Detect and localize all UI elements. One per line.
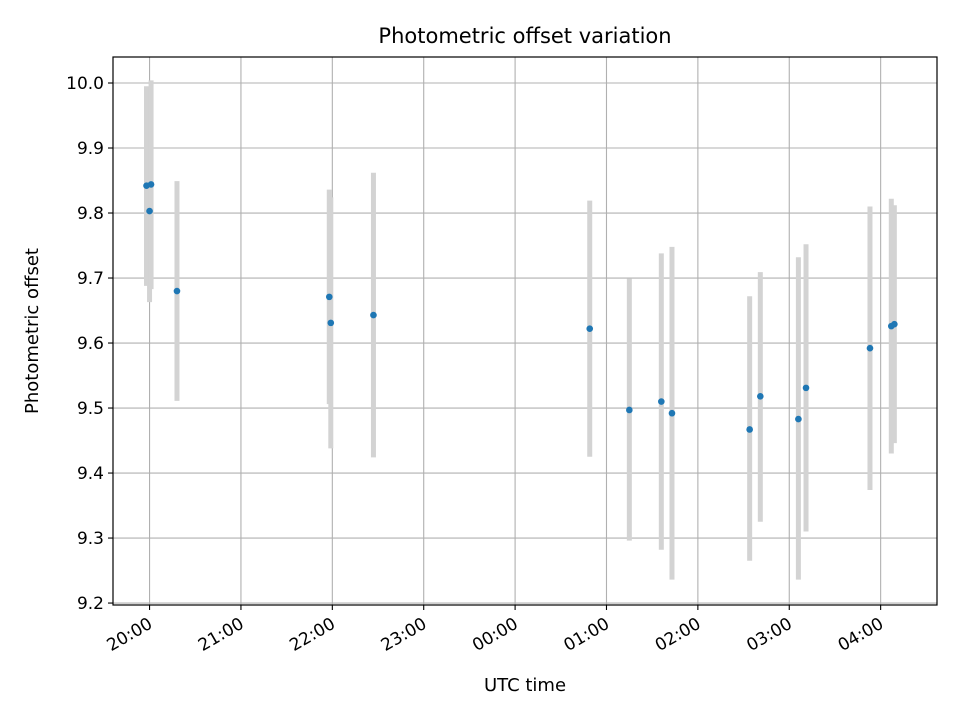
y-axis-label: Photometric offset <box>22 248 43 414</box>
y-axis: 9.2 9.3 9.4 9.5 9.6 9.7 9.8 9.9 10.0 <box>66 74 113 614</box>
data-point <box>146 207 153 215</box>
data-point <box>746 426 753 433</box>
data-point <box>370 311 377 319</box>
data-point <box>586 325 594 333</box>
data-point <box>668 409 676 417</box>
y-tick-label: 9.8 <box>77 204 104 224</box>
data-point <box>147 181 155 188</box>
data-point <box>802 384 810 392</box>
chart-title: Photometric offset variation <box>378 24 671 48</box>
data-point <box>891 320 898 328</box>
data-point <box>325 293 333 301</box>
data-point <box>626 406 633 414</box>
data-point <box>173 287 181 295</box>
data-point <box>757 393 764 400</box>
y-tick-label: 9.5 <box>77 399 104 419</box>
y-tick-label: 9.6 <box>77 334 104 354</box>
data-points <box>143 181 898 433</box>
y-tick-label: 9.9 <box>77 139 104 159</box>
y-tick-label: 9.3 <box>77 529 104 549</box>
y-tick-label: 10.0 <box>66 74 104 94</box>
y-tick-label: 9.2 <box>77 594 104 614</box>
plot-area-frame <box>112 56 938 606</box>
data-point <box>866 344 874 352</box>
x-axis-label: UTC time <box>484 675 566 696</box>
y-tick-label: 9.4 <box>77 464 104 484</box>
data-point <box>658 398 665 405</box>
data-point <box>795 415 802 423</box>
data-point <box>327 319 335 327</box>
y-tick-label: 9.7 <box>77 269 104 289</box>
